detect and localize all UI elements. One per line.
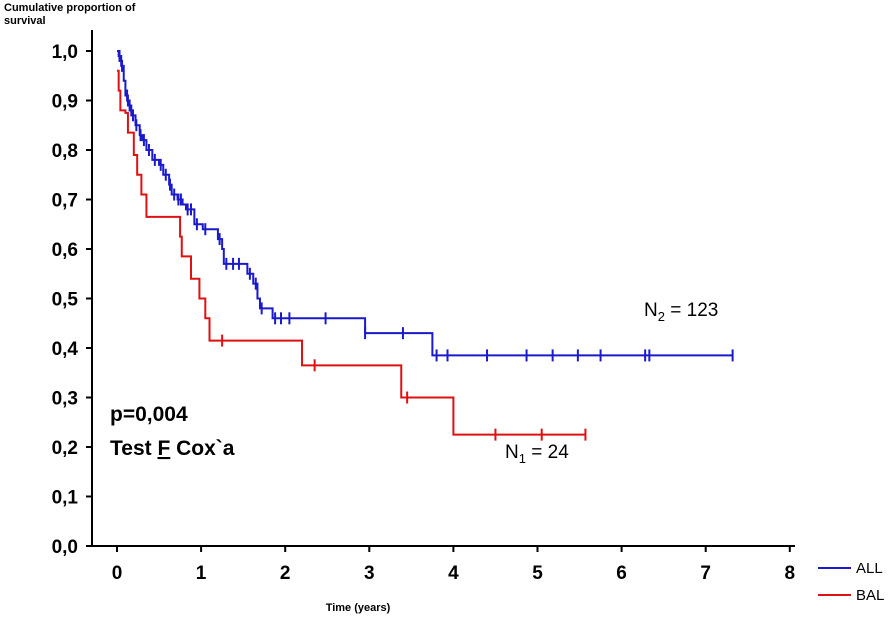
curve-all <box>117 50 733 357</box>
test-annotation: Test F Cox`a <box>110 437 235 460</box>
legend: ALL BAL <box>818 560 884 604</box>
n-label-all-n: N <box>644 300 658 321</box>
test-letter: F <box>157 437 170 460</box>
n-label-all-sub: 2 <box>658 309 665 324</box>
y-axis-label-line2: survival <box>4 15 46 27</box>
y-tick-label: 1,0 <box>52 42 78 63</box>
x-tick-label: 0 <box>112 563 123 584</box>
n-label-bal-sub: 1 <box>519 451 526 466</box>
n-label-bal-n: N <box>505 442 519 463</box>
test-suffix: Cox`a <box>170 437 235 460</box>
y-tick-label: 0,8 <box>52 141 78 162</box>
y-tick-label: 0,3 <box>52 389 78 410</box>
x-tick-label: 2 <box>280 563 291 584</box>
n-label-all: N2 = 123 <box>644 300 718 324</box>
y-tick-label: 0,2 <box>52 438 78 459</box>
x-tick-label: 8 <box>785 563 796 584</box>
legend-label-all: ALL <box>856 560 883 577</box>
y-axis-ticks: 0,0 0,1 0,2 0,3 0,4 0,5 0,6 0,7 0,8 0,9 1,0 <box>52 42 92 558</box>
legend-label-bal: BAL <box>856 587 884 604</box>
y-tick-label: 0,4 <box>52 339 79 360</box>
x-tick-label: 4 <box>448 563 459 584</box>
p-value-annotation: p=0,004 <box>110 403 188 426</box>
x-axis-ticks: 0 1 2 3 4 5 6 7 8 <box>112 546 795 584</box>
x-tick-label: 1 <box>196 563 207 584</box>
x-tick-label: 5 <box>532 563 543 584</box>
y-axis-label-line1: Cumulative proportion of <box>4 2 136 14</box>
y-tick-label: 0,1 <box>52 488 79 509</box>
x-tick-label: 7 <box>700 563 711 584</box>
test-prefix: Test <box>110 437 157 460</box>
x-tick-label: 3 <box>364 563 375 584</box>
y-tick-label: 0,6 <box>52 240 78 261</box>
n-label-bal: N1 = 24 <box>505 442 569 466</box>
x-tick-label: 6 <box>616 563 627 584</box>
y-tick-label: 0,7 <box>52 191 78 212</box>
n-label-all-value: = 123 <box>665 300 718 321</box>
curve-bal <box>117 69 586 436</box>
y-tick-label: 0,9 <box>52 92 78 113</box>
x-axis-label: Time (years) <box>326 602 391 614</box>
survival-curves <box>117 49 734 441</box>
y-tick-label: 0,0 <box>52 537 78 558</box>
y-tick-label: 0,5 <box>52 290 79 311</box>
n-label-bal-value: = 24 <box>526 442 569 463</box>
